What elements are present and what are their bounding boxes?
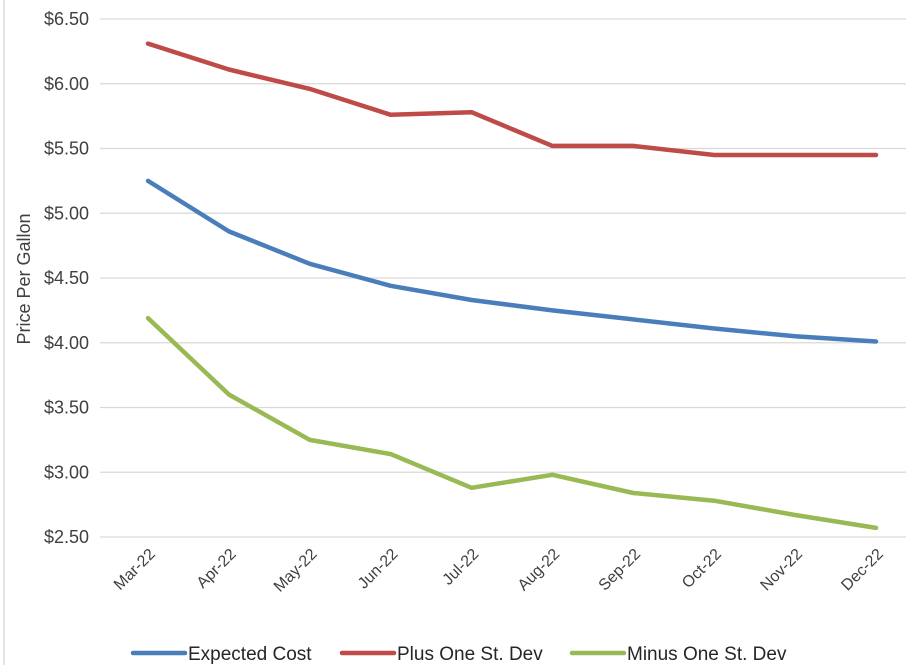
- legend-label: Plus One St. Dev: [397, 644, 543, 665]
- x-tick-label: Jul-22: [440, 546, 483, 589]
- y-tick-label: $5.00: [44, 203, 89, 223]
- x-tick-label: Oct-22: [679, 546, 725, 592]
- y-tick-label: $3.50: [44, 398, 89, 418]
- y-tick-label: $5.50: [44, 139, 89, 159]
- y-tick-label: $6.50: [44, 9, 89, 29]
- x-tick-label: Apr-22: [194, 546, 240, 592]
- x-tick-label: Dec-22: [838, 546, 887, 595]
- x-tick-label: May-22: [271, 546, 321, 596]
- y-axis-title: Price Per Gallon: [14, 213, 34, 344]
- series-line-plus-one-st-dev: [145, 41, 879, 158]
- x-tick-label: Jun-22: [355, 546, 402, 593]
- series-line-minus-one-st-dev: [145, 315, 879, 531]
- series-line-expected-cost: [145, 178, 879, 344]
- gridlines: [3, 0, 906, 665]
- x-tick-label: Sep-22: [596, 546, 645, 595]
- x-tick-label: Mar-22: [111, 546, 159, 594]
- legend-label: Expected Cost: [188, 644, 312, 665]
- legend-label: Minus One St. Dev: [627, 644, 787, 665]
- x-tick-label: Nov-22: [757, 546, 806, 595]
- series-lines: [145, 41, 879, 531]
- x-tick-label: Aug-22: [515, 546, 564, 595]
- y-tick-label: $2.50: [44, 527, 89, 547]
- y-tick-label: $4.50: [44, 268, 89, 288]
- y-tick-label: $4.00: [44, 333, 89, 353]
- y-tick-label: $3.00: [44, 462, 89, 482]
- y-axis-ticks: $2.50 $3.00 $3.50 $4.00 $4.50 $5.00 $5.50 $6.00…: [44, 9, 89, 547]
- y-tick-label: $6.00: [44, 74, 89, 94]
- legend: Expected Cost Plus One St. Dev Minus One S…: [130, 644, 787, 665]
- x-axis-ticks: Mar-22 Apr-22 May-22 Jun-22 Jul-22 Aug-22 Sep-…: [111, 546, 887, 596]
